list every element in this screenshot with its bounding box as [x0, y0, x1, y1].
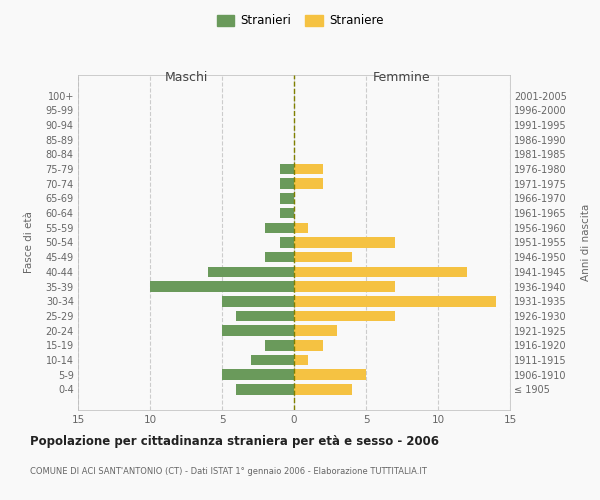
Bar [294, 355, 308, 366]
Bar [236, 310, 294, 322]
Bar [294, 282, 395, 292]
Bar [294, 237, 395, 248]
Bar [208, 266, 294, 277]
Bar [294, 384, 352, 395]
Bar [236, 384, 294, 395]
Bar [280, 237, 294, 248]
Text: Popolazione per cittadinanza straniera per età e sesso - 2006: Popolazione per cittadinanza straniera p… [30, 435, 439, 448]
Bar [294, 370, 366, 380]
Bar [294, 178, 323, 189]
Y-axis label: Fasce di età: Fasce di età [25, 212, 34, 274]
Bar [150, 282, 294, 292]
Bar [294, 326, 337, 336]
Bar [265, 340, 294, 350]
Text: Femmine: Femmine [373, 71, 431, 84]
Bar [294, 164, 323, 174]
Bar [294, 252, 352, 262]
Bar [294, 310, 395, 322]
Bar [280, 178, 294, 189]
Bar [222, 370, 294, 380]
Bar [280, 164, 294, 174]
Bar [294, 266, 467, 277]
Bar [294, 296, 496, 306]
Bar [265, 252, 294, 262]
Legend: Stranieri, Straniere: Stranieri, Straniere [213, 11, 387, 31]
Bar [222, 296, 294, 306]
Bar [280, 193, 294, 203]
Y-axis label: Anni di nascita: Anni di nascita [581, 204, 591, 281]
Bar [265, 222, 294, 233]
Bar [280, 208, 294, 218]
Bar [251, 355, 294, 366]
Bar [222, 326, 294, 336]
Text: Maschi: Maschi [164, 71, 208, 84]
Bar [294, 340, 323, 350]
Bar [294, 222, 308, 233]
Text: COMUNE DI ACI SANT'ANTONIO (CT) - Dati ISTAT 1° gennaio 2006 - Elaborazione TUTT: COMUNE DI ACI SANT'ANTONIO (CT) - Dati I… [30, 468, 427, 476]
